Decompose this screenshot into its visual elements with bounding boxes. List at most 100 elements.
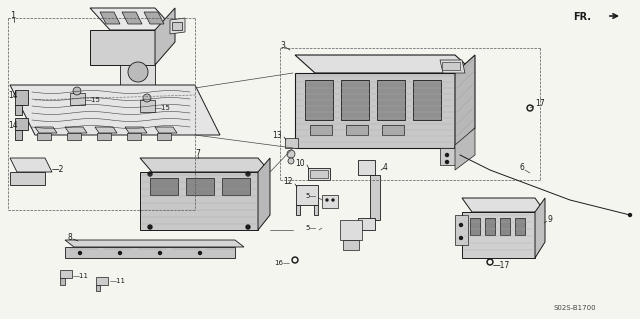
Circle shape <box>246 172 250 176</box>
Polygon shape <box>157 133 171 140</box>
Polygon shape <box>358 218 375 230</box>
Polygon shape <box>90 8 175 30</box>
Bar <box>172 22 182 30</box>
Circle shape <box>292 257 298 263</box>
Polygon shape <box>341 80 369 120</box>
Polygon shape <box>90 30 155 65</box>
Polygon shape <box>382 125 404 135</box>
Polygon shape <box>370 175 380 220</box>
Circle shape <box>128 62 148 82</box>
Polygon shape <box>308 168 330 180</box>
Polygon shape <box>440 148 458 165</box>
Polygon shape <box>10 85 220 135</box>
Text: 17: 17 <box>535 99 545 108</box>
Text: S02S-B1700: S02S-B1700 <box>554 305 596 311</box>
Text: 9: 9 <box>547 216 552 225</box>
Polygon shape <box>455 55 475 148</box>
Circle shape <box>287 150 295 158</box>
Text: 10: 10 <box>296 159 305 167</box>
Polygon shape <box>314 205 318 215</box>
Text: —11: —11 <box>110 278 126 284</box>
Circle shape <box>73 87 81 95</box>
Circle shape <box>288 158 294 164</box>
Polygon shape <box>125 127 147 133</box>
Polygon shape <box>100 12 120 24</box>
Text: 5—: 5— <box>306 225 317 231</box>
Polygon shape <box>96 285 100 291</box>
Circle shape <box>460 224 463 226</box>
Circle shape <box>326 199 328 201</box>
Polygon shape <box>96 277 108 285</box>
Polygon shape <box>462 198 545 212</box>
Polygon shape <box>358 160 375 175</box>
Circle shape <box>294 258 296 262</box>
Text: 1: 1 <box>10 11 15 19</box>
Text: FR.: FR. <box>573 12 591 22</box>
Polygon shape <box>343 240 359 250</box>
Polygon shape <box>15 105 22 115</box>
Polygon shape <box>150 178 178 195</box>
Polygon shape <box>140 158 270 172</box>
Polygon shape <box>155 8 175 65</box>
Bar <box>310 170 328 178</box>
Text: —17: —17 <box>493 262 510 271</box>
Polygon shape <box>222 178 250 195</box>
Text: 6: 6 <box>520 164 525 173</box>
Polygon shape <box>127 133 141 140</box>
Text: —15: —15 <box>155 105 171 111</box>
Polygon shape <box>97 133 111 140</box>
Polygon shape <box>155 127 177 133</box>
Polygon shape <box>296 185 318 205</box>
Polygon shape <box>70 93 85 105</box>
Polygon shape <box>377 80 405 120</box>
Circle shape <box>488 261 492 263</box>
Circle shape <box>628 213 632 217</box>
Circle shape <box>332 199 334 201</box>
Text: 3: 3 <box>280 41 285 49</box>
Text: 14: 14 <box>8 121 18 130</box>
Text: —15: —15 <box>85 97 101 103</box>
Polygon shape <box>455 215 468 245</box>
Polygon shape <box>95 127 117 133</box>
Circle shape <box>445 153 449 157</box>
Polygon shape <box>295 73 455 148</box>
Polygon shape <box>120 65 155 85</box>
Circle shape <box>148 225 152 229</box>
Polygon shape <box>65 240 244 247</box>
Polygon shape <box>140 100 155 112</box>
Text: —11: —11 <box>73 273 89 279</box>
Polygon shape <box>515 218 525 235</box>
Polygon shape <box>65 247 235 258</box>
Polygon shape <box>140 172 258 230</box>
Circle shape <box>527 105 533 111</box>
Text: 16—: 16— <box>274 260 290 266</box>
Polygon shape <box>295 55 475 73</box>
Circle shape <box>529 107 531 109</box>
Polygon shape <box>186 178 214 195</box>
Text: 12: 12 <box>284 177 293 187</box>
Polygon shape <box>340 220 362 240</box>
Polygon shape <box>413 80 441 120</box>
Text: 14: 14 <box>8 91 18 100</box>
Circle shape <box>445 160 449 164</box>
Circle shape <box>118 251 122 255</box>
Polygon shape <box>455 128 475 170</box>
Circle shape <box>159 251 161 255</box>
Polygon shape <box>535 198 545 258</box>
Polygon shape <box>485 218 495 235</box>
Polygon shape <box>10 172 45 185</box>
Polygon shape <box>285 138 298 148</box>
Text: 8: 8 <box>68 233 73 241</box>
Polygon shape <box>15 130 22 140</box>
Circle shape <box>148 172 152 176</box>
Polygon shape <box>440 60 465 73</box>
Text: 5—: 5— <box>306 193 317 199</box>
Polygon shape <box>170 18 185 34</box>
Polygon shape <box>346 125 368 135</box>
Text: —2: —2 <box>52 166 65 174</box>
Polygon shape <box>322 195 338 208</box>
Text: 7: 7 <box>196 149 200 158</box>
Polygon shape <box>122 12 142 24</box>
Polygon shape <box>144 12 164 24</box>
Text: 4: 4 <box>383 162 388 172</box>
